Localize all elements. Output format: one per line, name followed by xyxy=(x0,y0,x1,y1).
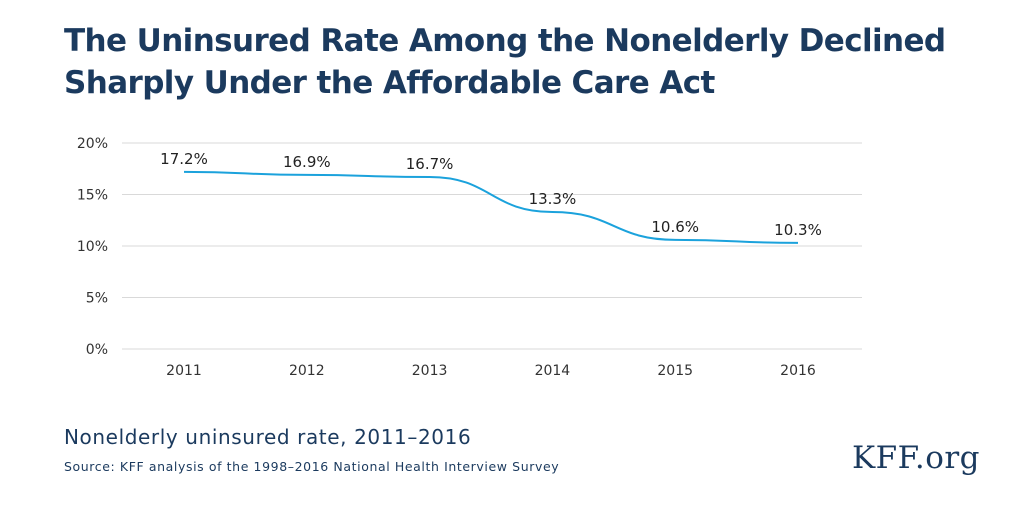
kff-logo[interactable]: KFF.org xyxy=(852,440,981,476)
uninsured-rate-line-chart: 0% 5% 10% 15% 20% 2011 2012 2013 2014 2015 2016 17.… xyxy=(77,136,862,379)
source-note: Source: KFF analysis of the 1998–2016 Na… xyxy=(64,459,560,474)
x-tick-label: 2012 xyxy=(289,363,325,379)
y-tick-label: 15% xyxy=(77,188,108,204)
x-tick-label: 2013 xyxy=(412,363,448,379)
chart-subtitle: Nonelderly uninsured rate, 2011–2016 xyxy=(64,425,472,449)
x-tick-label: 2015 xyxy=(657,363,693,379)
y-tick-label: 20% xyxy=(77,136,108,152)
chart-title-line-1: The Uninsured Rate Among the Nonelderly … xyxy=(64,23,946,59)
x-tick-label: 2011 xyxy=(166,363,202,379)
data-label: 17.2% xyxy=(160,150,208,168)
data-label: 16.9% xyxy=(283,153,331,171)
data-label: 16.7% xyxy=(406,155,454,173)
data-label: 10.6% xyxy=(651,218,699,236)
uninsured-rate-line xyxy=(183,170,799,244)
x-tick-label: 2014 xyxy=(535,363,571,379)
y-tick-label: 5% xyxy=(86,291,108,307)
chart-title: The Uninsured Rate Among the Nonelderly … xyxy=(64,20,964,104)
x-tick-label: 2016 xyxy=(780,363,816,379)
y-tick-label: 0% xyxy=(86,342,108,358)
data-label: 13.3% xyxy=(529,190,577,208)
y-tick-label: 10% xyxy=(77,239,108,255)
data-label: 10.3% xyxy=(774,221,822,239)
chart-title-line-2: Sharply Under the Affordable Care Act xyxy=(64,65,715,101)
